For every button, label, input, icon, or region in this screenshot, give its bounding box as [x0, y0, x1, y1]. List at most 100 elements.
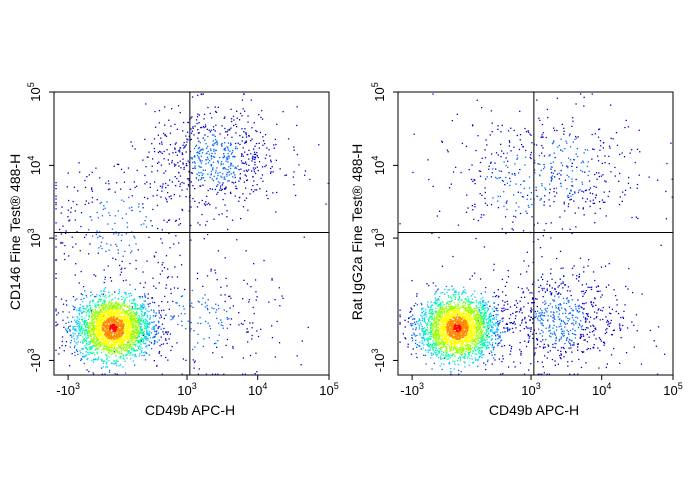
event-dot [563, 334, 565, 337]
event-dot [96, 345, 98, 348]
event-dot [91, 347, 93, 350]
event-dot [76, 203, 78, 206]
event-dot [136, 327, 138, 329]
event-dot [584, 339, 586, 341]
event-dot [490, 110, 493, 112]
event-dot [116, 301, 118, 303]
event-dot [87, 334, 89, 336]
event-dot [136, 317, 138, 319]
event-dot [117, 303, 119, 305]
event-dot [242, 162, 244, 164]
event-dot [152, 301, 154, 303]
event-dot [135, 321, 137, 323]
event-dot [87, 337, 89, 339]
event-dot [511, 327, 514, 330]
event-dot [426, 283, 428, 285]
event-dot [90, 216, 92, 218]
event-dot [227, 155, 229, 157]
event-dot [245, 134, 247, 136]
event-dot [89, 243, 91, 245]
event-dot [79, 350, 81, 352]
event-dot [584, 329, 586, 331]
event-dot [133, 348, 135, 350]
event-dot [98, 337, 100, 339]
event-dot [118, 330, 120, 332]
event-dot [110, 345, 112, 347]
event-dot [145, 339, 147, 341]
event-dot [550, 168, 552, 170]
event-dot [168, 163, 170, 165]
event-dot [87, 330, 89, 332]
event-dot [137, 345, 139, 348]
event-dot [174, 165, 176, 167]
event-dot [88, 335, 90, 337]
event-dot [82, 305, 84, 308]
event-dot [109, 315, 111, 318]
event-dot [123, 358, 125, 360]
event-dot [147, 303, 149, 305]
event-dot [608, 163, 610, 165]
event-dot [527, 265, 530, 267]
event-dot [565, 351, 567, 354]
event-dot [250, 189, 253, 191]
event-dot [232, 156, 234, 158]
event-dot [436, 289, 439, 291]
event-dot [112, 336, 114, 338]
event-dot [541, 373, 543, 375]
event-dot [540, 317, 542, 319]
event-dot [149, 183, 151, 185]
event-dot [603, 344, 605, 346]
event-dot [413, 334, 415, 336]
event-dot [127, 335, 129, 337]
event-dot [521, 144, 523, 146]
event-dot [580, 366, 583, 369]
event-dot [212, 126, 215, 128]
event-dot [263, 140, 265, 142]
event-dot [245, 140, 247, 142]
event-dot [96, 327, 98, 329]
event-dot [569, 228, 571, 230]
event-dot [193, 147, 196, 150]
event-dot [519, 139, 521, 141]
event-dot [138, 345, 141, 347]
event-dot [148, 326, 150, 328]
event-dot [126, 354, 128, 356]
event-dot [505, 308, 507, 310]
event-dot [95, 305, 97, 307]
event-dot [216, 177, 218, 179]
event-dot [145, 346, 147, 348]
event-dot [606, 327, 608, 330]
event-dot [200, 155, 203, 157]
event-dot [129, 351, 132, 354]
event-dot [77, 320, 80, 322]
event-dot [569, 290, 571, 292]
event-dot [584, 171, 586, 173]
event-dot [125, 343, 127, 345]
event-dot [215, 111, 218, 113]
event-dot [618, 204, 621, 206]
event-dot [93, 332, 95, 334]
event-dot [594, 222, 596, 224]
event-dot [151, 143, 153, 145]
event-dot [591, 304, 593, 306]
event-dot [553, 187, 555, 190]
event-dot [92, 301, 94, 303]
event-dot [115, 302, 117, 304]
event-dot [226, 171, 228, 174]
event-dot [122, 343, 125, 345]
event-dot [94, 327, 97, 330]
event-dot [214, 130, 216, 132]
event-dot [458, 373, 460, 375]
event-dot [619, 327, 621, 329]
event-dot [136, 311, 138, 313]
event-dot [569, 339, 571, 341]
event-dot [136, 308, 139, 311]
event-dot [274, 356, 276, 358]
event-dot [105, 297, 107, 299]
event-dot [134, 148, 136, 150]
event-dot [542, 273, 544, 275]
event-dot [228, 295, 230, 298]
event-dot [55, 184, 57, 187]
event-dot [627, 288, 629, 290]
event-dot [592, 148, 594, 150]
